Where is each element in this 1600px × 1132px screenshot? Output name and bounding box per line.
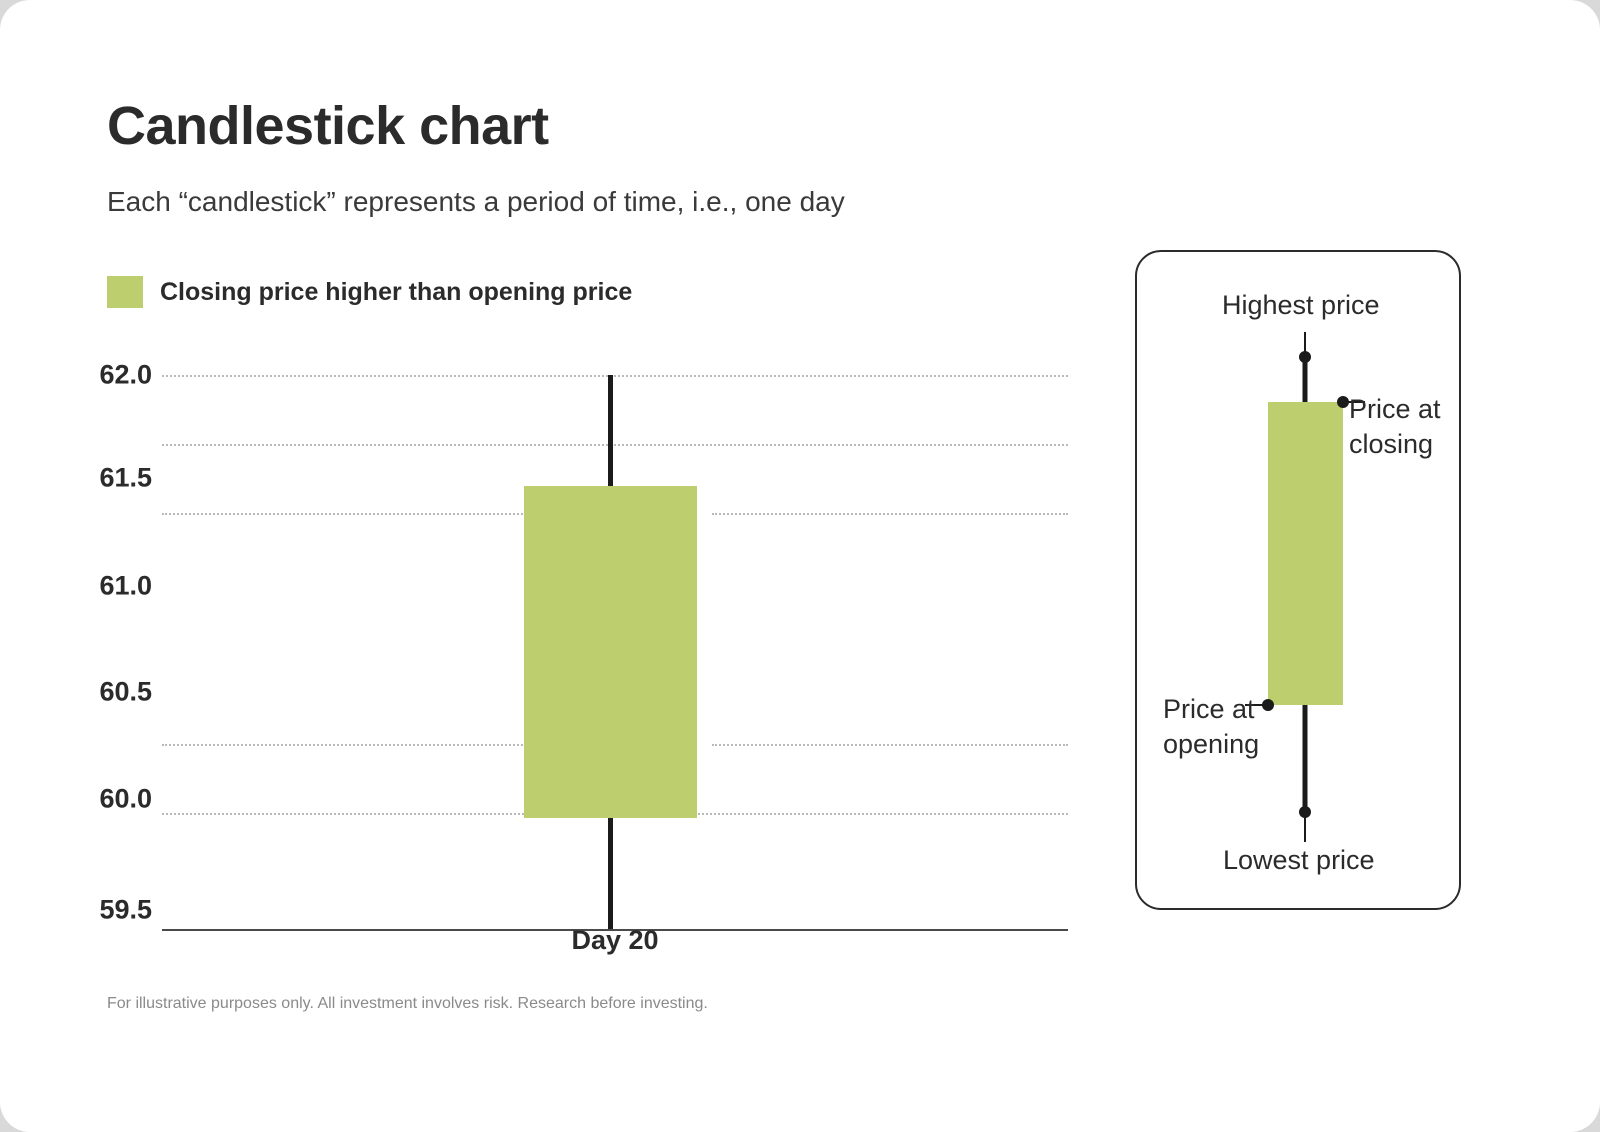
callout-label-opening: Price at opening — [1163, 694, 1260, 759]
gridline — [712, 513, 1068, 516]
x-axis-line — [162, 929, 1068, 931]
gridline — [712, 744, 1068, 747]
callout-label-closing: Price at closing — [1349, 394, 1441, 459]
gridline — [162, 744, 539, 747]
callout-panel: Highest price Price at closing Price at … — [1135, 250, 1461, 910]
callout-diagram — [1245, 332, 1365, 842]
y-tick-label: 61.0 — [99, 570, 152, 601]
y-tick-label: 60.5 — [99, 676, 152, 707]
y-axis: 62.0 61.5 61.0 60.5 60.0 59.5 — [0, 360, 152, 930]
gridline — [162, 444, 1068, 447]
y-tick-label: 62.0 — [99, 359, 152, 390]
plot-area — [162, 360, 1068, 931]
legend-label-up: Closing price higher than opening price — [160, 277, 633, 306]
candle-body — [523, 485, 697, 819]
gridline — [162, 375, 1068, 378]
page-title: Candlestick chart — [107, 96, 549, 156]
chart-legend: Closing price higher than opening price — [107, 276, 632, 308]
x-axis-label: Day 20 — [571, 925, 659, 955]
diagram-candle-body — [1268, 402, 1343, 705]
y-tick-label: 60.0 — [99, 783, 152, 814]
callout-label-highest: Highest price — [1222, 290, 1380, 320]
disclaimer-text: For illustrative purposes only. All inve… — [107, 995, 708, 1012]
page-subtitle: Each “candlestick” represents a period o… — [107, 186, 845, 217]
callout-label-lowest: Lowest price — [1223, 845, 1375, 875]
y-tick-label: 61.5 — [99, 462, 152, 493]
y-tick-label: 59.5 — [99, 894, 152, 925]
gridline — [162, 513, 539, 516]
legend-swatch-up — [107, 276, 143, 308]
